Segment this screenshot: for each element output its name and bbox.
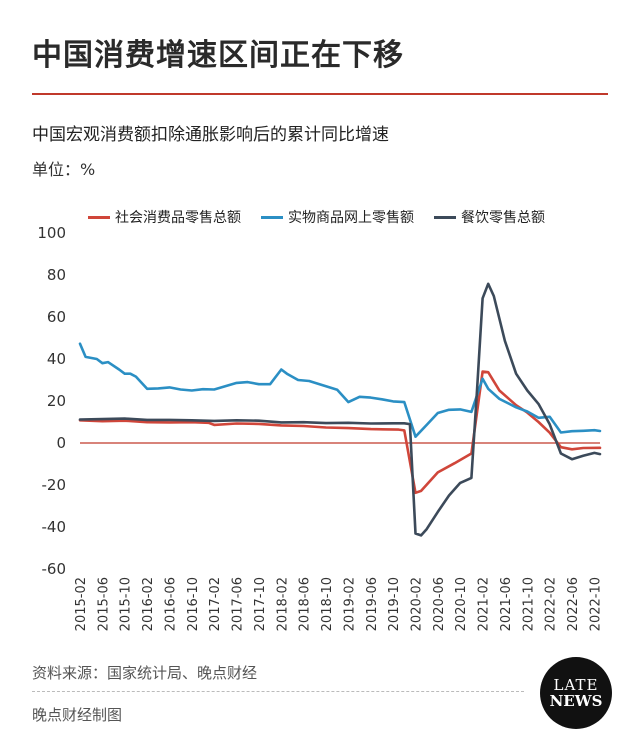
legend-swatch-catering (434, 215, 456, 219)
series-line-2 (78, 282, 602, 537)
x-tick-label: 2015-02 (74, 577, 89, 631)
legend-item-catering: 餐饮零售总额 (434, 207, 545, 227)
y-tick-label: -20 (42, 476, 67, 494)
x-tick-label: 2015-10 (119, 577, 134, 631)
credit-note: 晚点财经制图 (32, 706, 123, 724)
x-tick-label: 2016-06 (163, 577, 178, 631)
x-tick-label: 2020-06 (432, 577, 447, 631)
x-tick-label: 2018-10 (320, 577, 335, 631)
legend-item-online: 实物商品网上零售额 (261, 207, 414, 227)
y-tick-label: 80 (47, 266, 66, 284)
y-tick-label: 60 (47, 308, 66, 326)
chart-legend: 社会消费品零售总额 实物商品网上零售额 餐饮零售总额 (88, 207, 565, 227)
y-tick-label: 0 (56, 434, 66, 452)
x-tick-label: 2019-06 (365, 577, 380, 631)
legend-label-online: 实物商品网上零售额 (288, 210, 414, 226)
x-tick-label: 2015-06 (96, 577, 111, 631)
chart-subtitle: 中国宏观消费额扣除通胀影响后的累计同比增速 (32, 125, 389, 145)
legend-label-catering: 餐饮零售总额 (461, 210, 545, 226)
x-tick-label: 2021-10 (521, 577, 536, 631)
series-line-1 (78, 342, 602, 438)
x-tick-label: 2020-02 (409, 577, 424, 631)
late-news-logo: LATE NEWS (540, 657, 612, 729)
x-tick-label: 2019-02 (342, 577, 357, 631)
y-tick-label: -40 (42, 518, 67, 536)
x-tick-label: 2016-02 (141, 577, 156, 631)
x-tick-label: 2022-06 (566, 577, 581, 631)
title-divider (32, 93, 608, 95)
series-line-0 (78, 370, 602, 495)
legend-label-retail: 社会消费品零售总额 (115, 210, 241, 226)
x-tick-label: 2022-02 (544, 577, 559, 631)
unit-label: 单位：% (32, 160, 96, 179)
logo-text-top: LATE (553, 676, 599, 694)
legend-swatch-retail (88, 215, 110, 219)
x-tick-label: 2018-02 (275, 577, 290, 631)
x-tick-label: 2017-06 (231, 577, 246, 631)
x-tick-label: 2017-02 (208, 577, 223, 631)
line-chart: 100 80 60 40 20 0 -20 -40 -60 2015-02 2015-06 2015-… (37, 224, 603, 631)
legend-swatch-online (261, 215, 283, 219)
x-tick-label: 2017-10 (253, 577, 268, 631)
source-divider (32, 691, 524, 692)
logo-text-bottom: NEWS (549, 692, 603, 710)
x-tick-label: 2022-10 (588, 577, 603, 631)
chart-title: 中国消费增速区间正在下移 (32, 38, 404, 73)
x-tick-label: 2020-10 (454, 577, 469, 631)
x-tick-label: 2019-10 (387, 577, 402, 631)
source-note: 资料来源：国家统计局、晚点财经 (32, 664, 258, 682)
y-tick-label: 20 (47, 392, 66, 410)
x-tick-label: 2021-06 (499, 577, 514, 631)
y-tick-label: 100 (37, 224, 66, 242)
y-tick-label: 40 (47, 350, 66, 368)
legend-item-retail: 社会消费品零售总额 (88, 207, 241, 227)
x-tick-label: 2021-02 (477, 577, 492, 631)
x-tick-label: 2016-10 (186, 577, 201, 631)
x-tick-label: 2018-06 (298, 577, 313, 631)
y-tick-label: -60 (42, 560, 67, 578)
